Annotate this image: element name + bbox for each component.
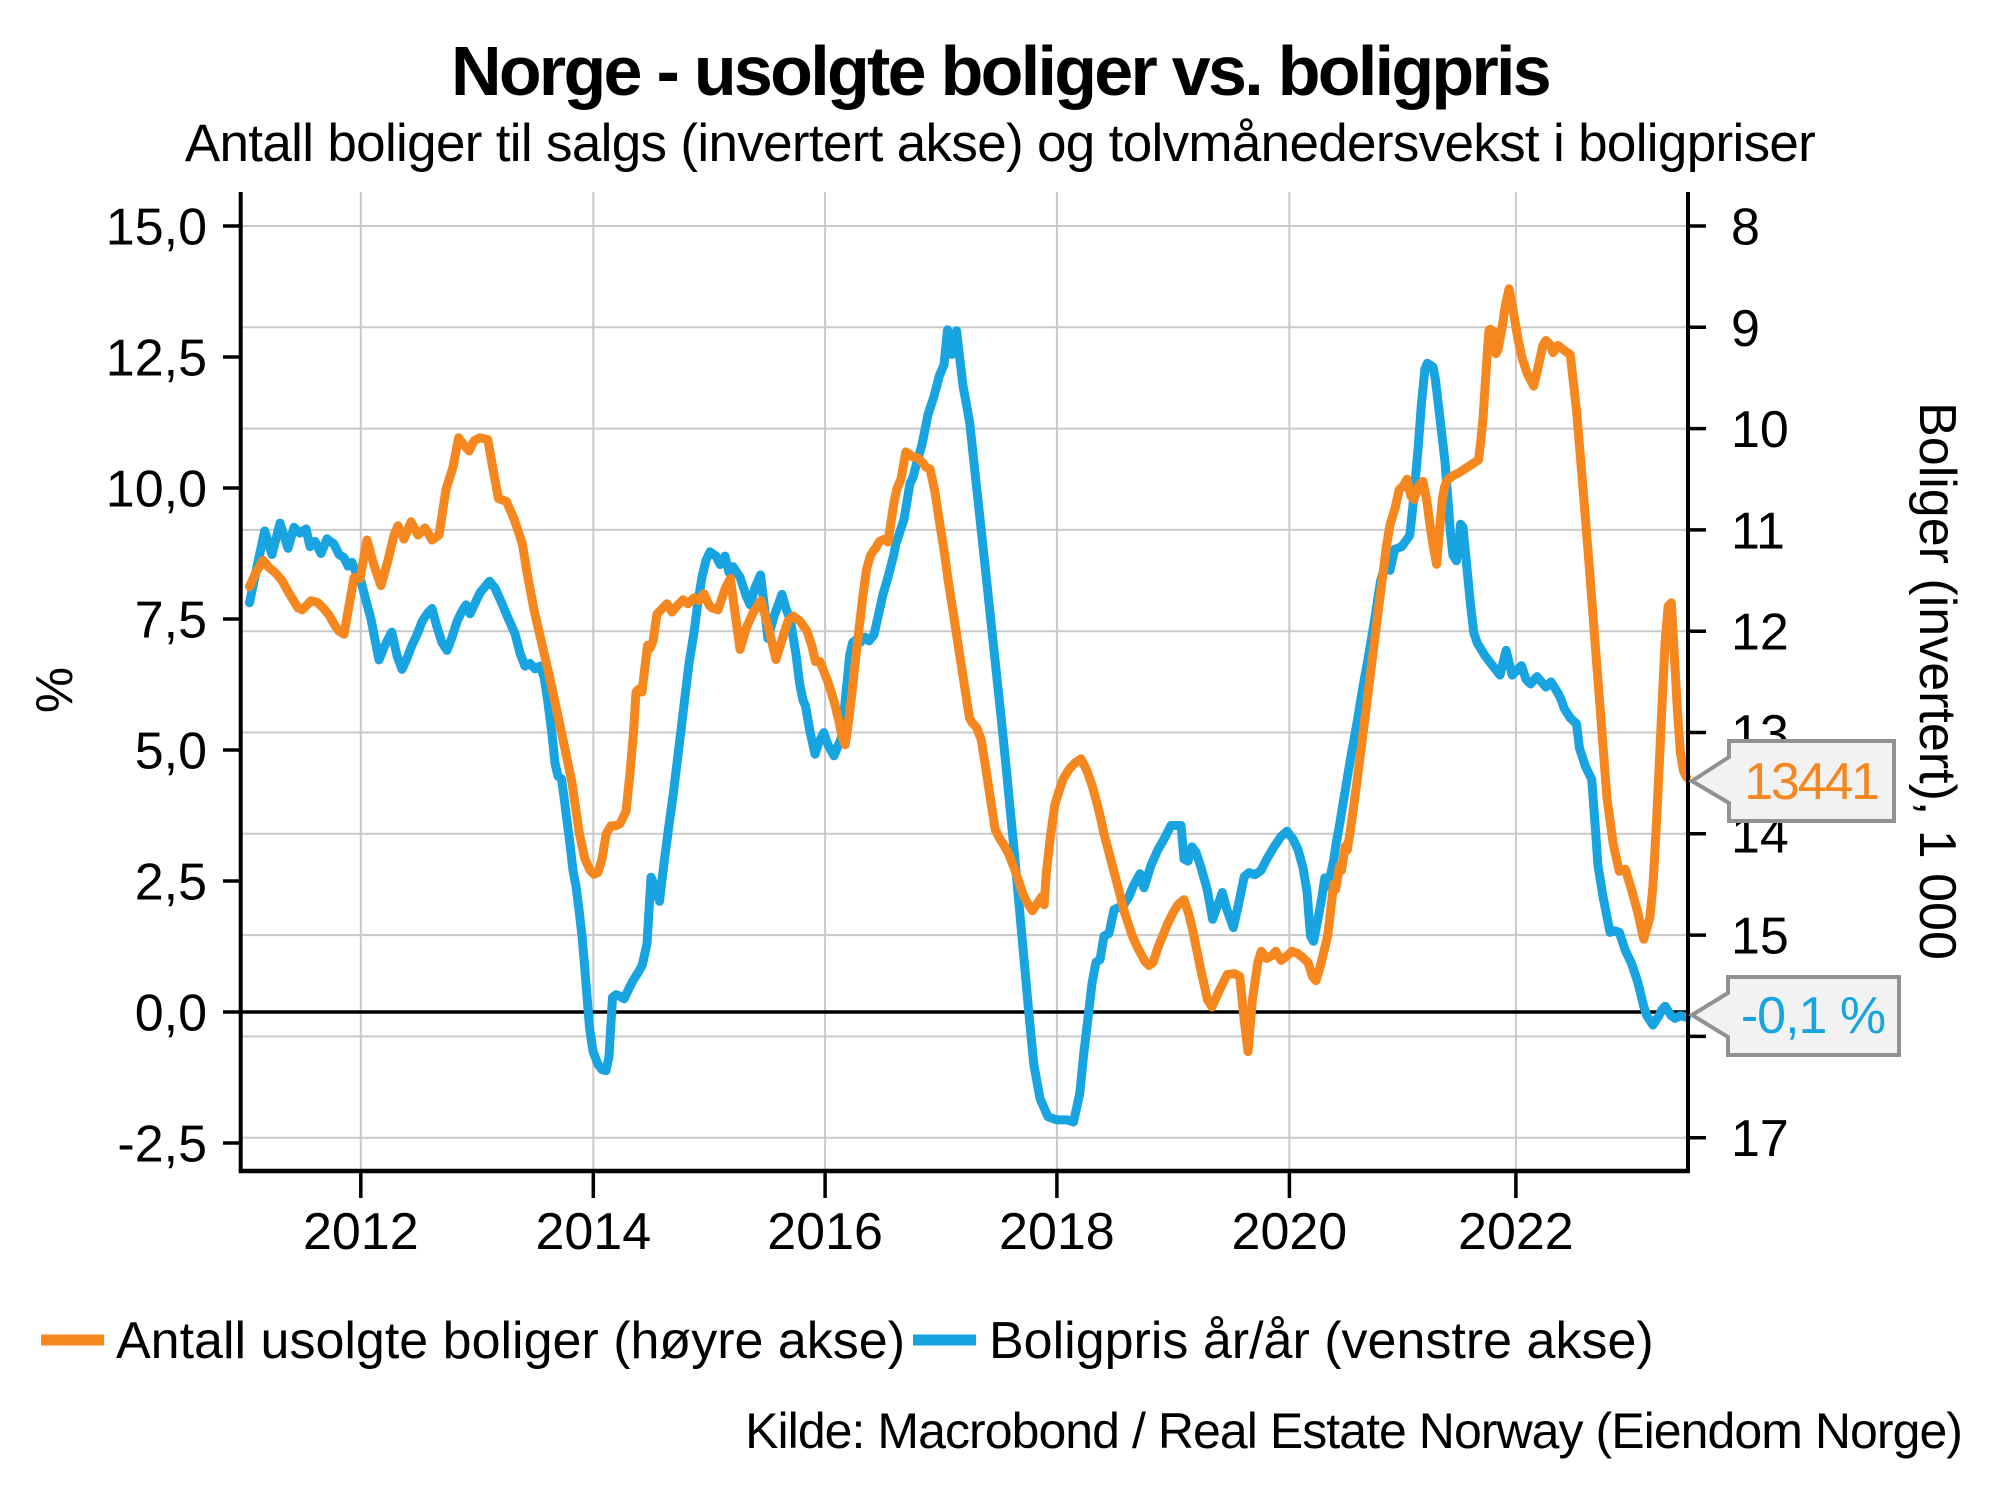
- svg-text:Norge - usolgte boliger vs. bo: Norge - usolgte boliger vs. boligpris: [451, 32, 1550, 110]
- svg-text:Antall boliger til salgs (inve: Antall boliger til salgs (invertert akse…: [185, 114, 1815, 173]
- svg-text:11: 11: [1731, 502, 1785, 560]
- svg-text:2014: 2014: [535, 1203, 651, 1261]
- svg-text:2,5: 2,5: [135, 854, 207, 912]
- svg-text:Boligpris år/år (venstre akse): Boligpris år/år (venstre akse): [989, 1312, 1654, 1370]
- svg-text:-2,5: -2,5: [117, 1116, 207, 1174]
- svg-text:%: %: [26, 667, 84, 713]
- svg-text:2016: 2016: [767, 1203, 883, 1261]
- svg-text:Kilde: Macrobond / Real Estate: Kilde: Macrobond / Real Estate Norway (E…: [745, 1403, 1962, 1459]
- svg-text:15: 15: [1731, 908, 1789, 966]
- svg-text:-0,1 %: -0,1 %: [1741, 987, 1885, 1045]
- svg-text:2022: 2022: [1458, 1203, 1574, 1261]
- svg-text:7,5: 7,5: [135, 592, 207, 650]
- svg-text:Antall usolgte boliger (høyre: Antall usolgte boliger (høyre akse): [116, 1312, 905, 1370]
- svg-text:2012: 2012: [303, 1203, 419, 1261]
- svg-text:12: 12: [1731, 604, 1789, 662]
- svg-text:5,0: 5,0: [135, 723, 207, 781]
- svg-text:15,0: 15,0: [106, 199, 207, 257]
- svg-text:2018: 2018: [999, 1203, 1115, 1261]
- svg-text:10,0: 10,0: [106, 461, 207, 519]
- svg-text:10: 10: [1731, 401, 1789, 459]
- svg-text:8: 8: [1731, 199, 1760, 257]
- svg-text:0,0: 0,0: [135, 985, 207, 1043]
- svg-text:13441: 13441: [1744, 753, 1878, 811]
- svg-text:9: 9: [1731, 300, 1760, 358]
- svg-text:2020: 2020: [1232, 1203, 1348, 1261]
- svg-text:12,5: 12,5: [106, 330, 207, 388]
- svg-text:17: 17: [1731, 1110, 1789, 1168]
- svg-text:Boliger (invertert), 1 000: Boliger (invertert), 1 000: [1908, 402, 1966, 960]
